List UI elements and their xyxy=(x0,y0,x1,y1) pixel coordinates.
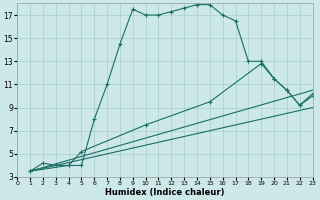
X-axis label: Humidex (Indice chaleur): Humidex (Indice chaleur) xyxy=(105,188,225,197)
